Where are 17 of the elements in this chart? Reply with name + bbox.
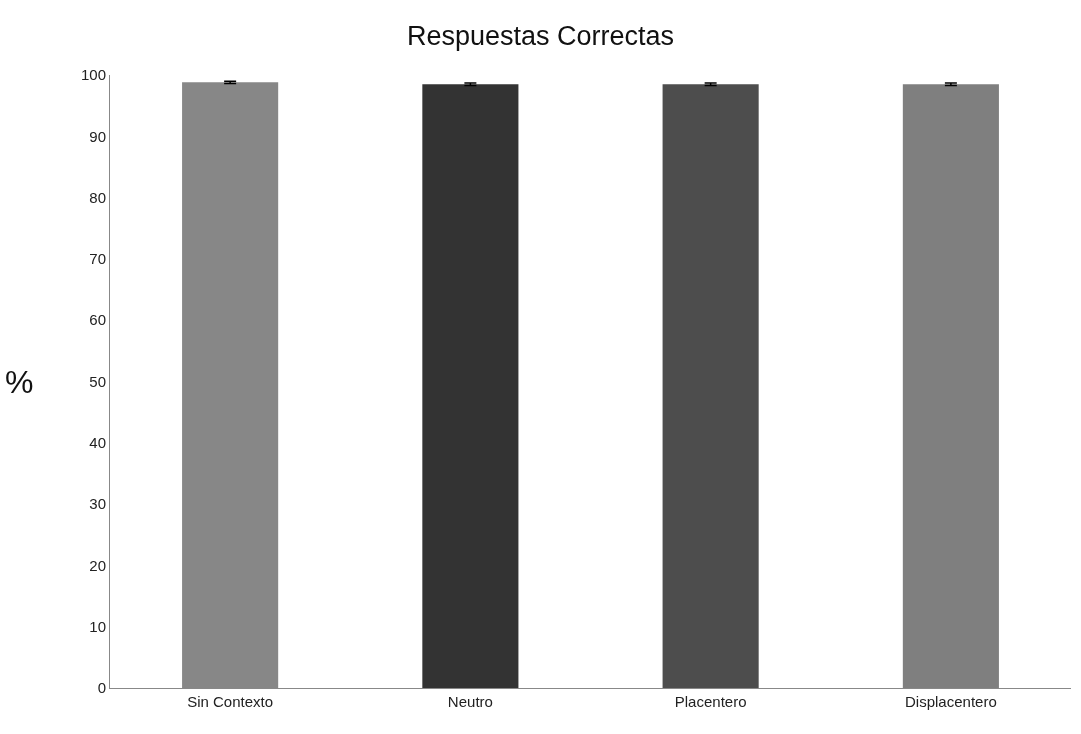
y-tick-label: 40 bbox=[89, 434, 106, 452]
y-axis-title: % bbox=[5, 364, 34, 400]
y-tick-label: 10 bbox=[89, 617, 106, 635]
chart-title: Respuestas Correctas bbox=[406, 20, 675, 51]
y-tick-label: 50 bbox=[89, 372, 106, 390]
y-tick-label: 20 bbox=[89, 556, 106, 574]
x-tick-label: Neutro bbox=[447, 693, 493, 710]
x-tick-label: Displacentero bbox=[905, 693, 997, 710]
y-tick-label: 100 bbox=[80, 66, 106, 84]
y-tick-label: 70 bbox=[89, 250, 106, 268]
y-tick-label: 90 bbox=[89, 127, 106, 145]
y-tick-label: 0 bbox=[97, 679, 106, 697]
x-tick-label: Placentero bbox=[674, 693, 747, 710]
y-tick-label: 30 bbox=[89, 495, 106, 513]
x-tick-label: Sin Contexto bbox=[187, 693, 274, 710]
y-tick-label: 60 bbox=[89, 311, 106, 329]
y-tick-label: 80 bbox=[89, 188, 106, 206]
